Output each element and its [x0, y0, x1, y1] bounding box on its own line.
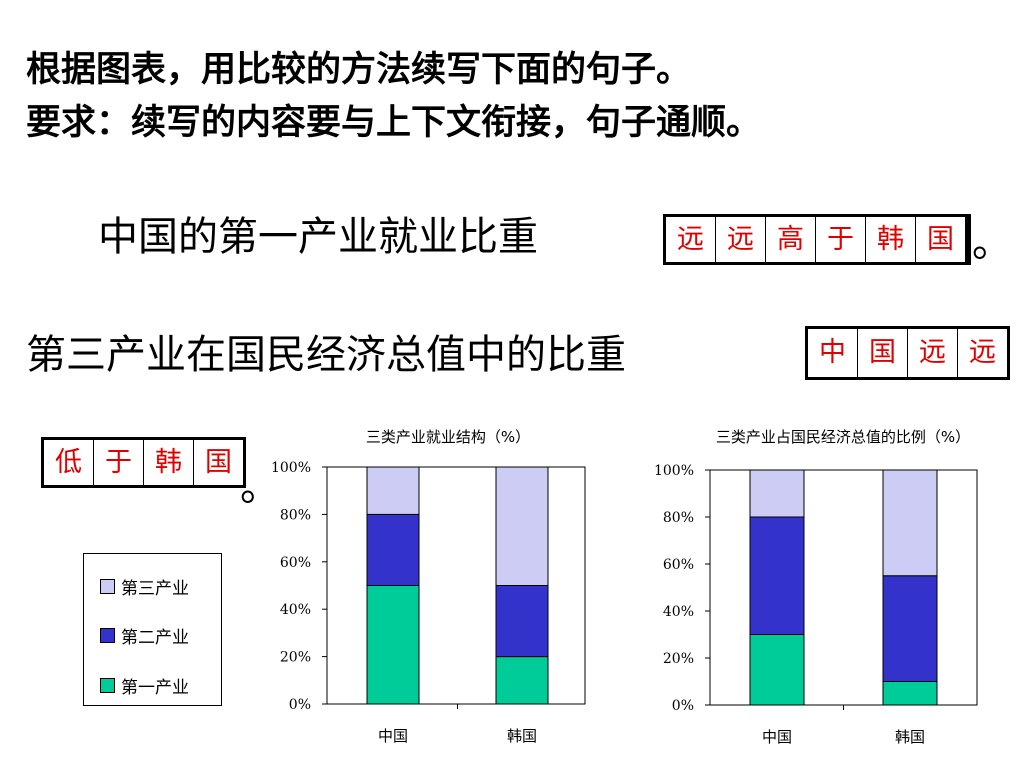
sentence-2-period: 。	[240, 464, 280, 510]
legend-label: 第二产业	[121, 628, 189, 648]
answer-char: 远	[969, 337, 996, 368]
bar-segment	[882, 681, 938, 706]
bar-segment	[749, 516, 805, 635]
y-tick-label: 20%	[280, 650, 311, 666]
instruction-line-1: 根据图表，用比较的方法续写下面的句子。	[26, 50, 692, 90]
answer-box-3[interactable]: 低 于 韩 国	[41, 437, 246, 488]
y-tick-label: 40%	[280, 602, 311, 618]
instruction-line-2: 要求：续写的内容要与上下文衔接，句子通顺。	[26, 103, 762, 143]
legend-swatch	[100, 628, 115, 643]
bar-segment	[366, 466, 420, 515]
y-tick-label: 80%	[663, 510, 694, 526]
answer-char: 远	[666, 217, 716, 262]
answer-char: 高	[766, 217, 816, 262]
sentence-1-text: 中国的第一产业就业比重	[98, 214, 538, 260]
answer-char: 国	[205, 447, 232, 478]
bar-segment	[882, 469, 938, 577]
y-tick-label: 40%	[663, 604, 694, 620]
answer-char: 中	[808, 329, 858, 377]
bar-segment	[882, 575, 938, 682]
legend-item: 第一产业	[100, 673, 189, 698]
y-tick-label: 60%	[663, 557, 694, 573]
bar-segment	[495, 466, 549, 586]
sentence-2-text: 第三产业在国民经济总值中的比重	[26, 332, 626, 378]
legend-item: 第二产业	[100, 623, 189, 648]
bar-segment	[366, 585, 420, 705]
y-tick-label: 80%	[280, 507, 311, 523]
answer-char: 韩	[144, 440, 194, 485]
chart-title: 三类产业就业结构（%）	[366, 428, 530, 446]
answer-char: 国	[927, 224, 954, 255]
answer-box-2[interactable]: 中 国 远 远	[805, 326, 1010, 380]
bar-segment	[749, 469, 805, 518]
legend-item: 第三产业	[100, 574, 189, 599]
answer-char: 国	[858, 329, 908, 377]
answer-char: 韩	[866, 217, 916, 262]
answer-char: 于	[94, 440, 144, 485]
y-tick-label: 100%	[271, 460, 311, 476]
x-category-label: 中国	[762, 728, 792, 746]
x-category-label: 中国	[378, 727, 408, 745]
legend-label: 第三产业	[121, 579, 189, 599]
answer-char: 远	[908, 329, 958, 377]
y-tick-label: 20%	[663, 651, 694, 667]
x-category-label: 韩国	[895, 728, 925, 746]
bar-segment	[749, 634, 805, 706]
chart-legend: 第三产业 第二产业 第一产业	[83, 553, 222, 706]
chart-title: 三类产业占国民经济总值的比例（%）	[716, 428, 970, 446]
legend-swatch	[100, 678, 115, 693]
x-category-label: 韩国	[507, 727, 537, 745]
answer-box-1[interactable]: 远 远 高 于 韩 国	[663, 214, 971, 265]
bar-segment	[366, 513, 420, 587]
sentence-1-period: 。	[972, 220, 1012, 266]
legend-label: 第一产业	[121, 678, 189, 698]
y-tick-label: 0%	[289, 697, 311, 713]
y-tick-label: 100%	[654, 463, 694, 479]
bar-segment	[495, 656, 549, 705]
answer-char: 远	[716, 217, 766, 262]
y-tick-label: 60%	[280, 555, 311, 571]
answer-char: 低	[44, 440, 94, 485]
y-tick-label: 0%	[672, 698, 694, 714]
legend-swatch	[100, 579, 115, 594]
answer-char: 于	[816, 217, 866, 262]
